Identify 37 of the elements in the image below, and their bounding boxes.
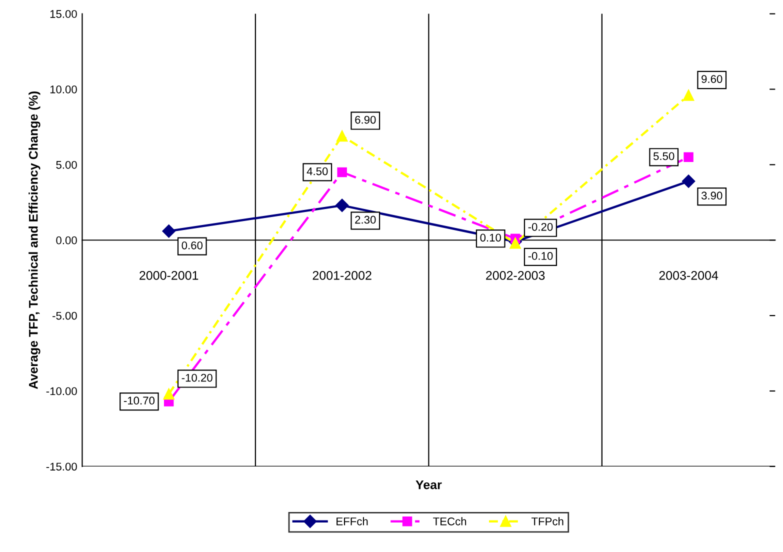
data-label: 0.60 [182,241,203,250]
data-label: 3.90 [701,192,722,200]
point [163,388,174,400]
data-label: -0.10 [528,252,553,260]
legend-label: EFFch [336,517,368,526]
y-tick-label: 15.00 [50,10,77,18]
data-label: 9.60 [702,75,722,83]
point [337,167,347,178]
y-tick-label: 5.00 [56,160,77,169]
legend-label: TFPch [531,517,564,526]
point [335,198,349,212]
x-tick-label: 2001-2002 [312,271,372,280]
point [684,152,694,162]
data-label: 6.90 [355,116,376,124]
y-tick-label: 0.00 [56,236,77,244]
y-tick-label: -5.00 [52,312,77,320]
x-tick-label: 2002-2003 [486,271,545,280]
data-label: 4.50 [306,167,328,176]
point [336,130,348,142]
y-tick-label: 10.00 [50,86,77,94]
data-label: -0.20 [528,222,553,231]
y-axis-title: Average TFP, Technical and Efficiency Change (%) [28,92,40,390]
data-label: 0.10 [480,234,501,242]
point [162,224,176,238]
point [682,174,696,188]
x-axis-title: Year [416,480,442,490]
x-tick-label: 2000-2001 [140,271,198,280]
point [510,238,521,249]
legend-label: TECch [433,517,466,526]
y-tick-label: -10.00 [46,387,77,396]
point [682,90,694,101]
x-tick-label: 2003-2004 [659,271,718,280]
data-label: -10.70 [124,396,155,405]
data-label: -10.20 [182,374,212,382]
y-tick-label: -15.00 [46,462,77,471]
data-label: 5.50 [653,152,674,160]
data-label: 2.30 [355,216,376,224]
